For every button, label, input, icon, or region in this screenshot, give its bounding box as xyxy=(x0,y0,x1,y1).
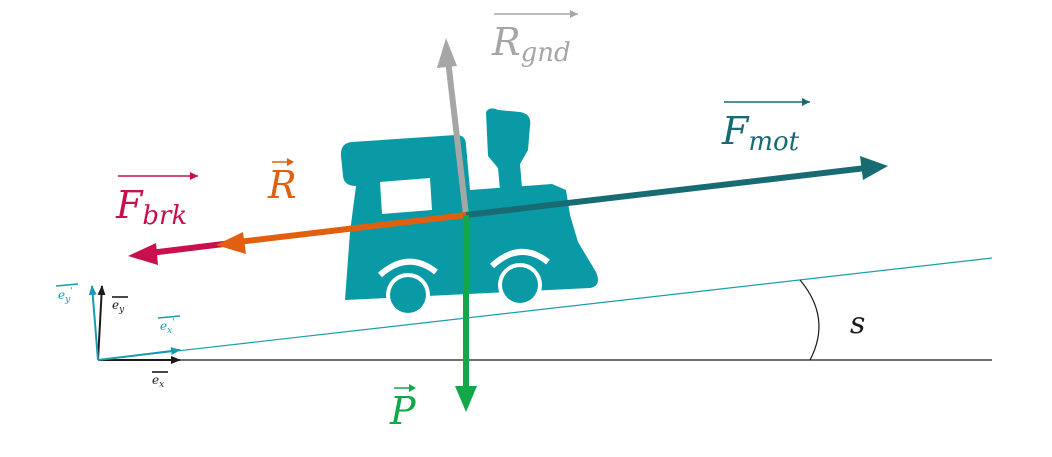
p-label: P xyxy=(389,384,417,433)
svg-text:ey: ey xyxy=(112,298,125,315)
svg-text:ey': ey' xyxy=(58,287,73,305)
ey-vector xyxy=(97,285,106,361)
svg-text:Fmot: Fmot xyxy=(721,109,800,157)
f-brk-label: Fbrk xyxy=(115,172,198,231)
ground-basis: ex ey ex' ey' xyxy=(55,283,181,390)
ey-prime-label: ey' xyxy=(55,283,79,305)
svg-text:ex': ex' xyxy=(160,318,175,336)
svg-text:Rgnd: Rgnd xyxy=(491,20,571,68)
svg-text:Fbrk: Fbrk xyxy=(115,183,187,231)
ex-label: ex xyxy=(152,371,168,390)
svg-text:ex: ex xyxy=(152,373,164,390)
ey-prime-vector xyxy=(88,285,99,361)
f-mot-label: Fmot xyxy=(721,98,810,157)
r-vector xyxy=(216,212,467,254)
ex-prime-vector xyxy=(97,347,181,361)
svg-text:R: R xyxy=(267,163,297,207)
r-gnd-vector xyxy=(437,38,469,216)
r-label: R xyxy=(267,158,297,207)
svg-text:P: P xyxy=(389,389,417,433)
ex-prime-label: ex' xyxy=(157,315,181,336)
r-gnd-label: Rgnd xyxy=(491,10,578,68)
ey-label: ey xyxy=(112,296,128,315)
f-mot-vector xyxy=(465,156,888,218)
p-vector xyxy=(455,215,477,412)
slope-line xyxy=(97,257,993,361)
slope-angle-label: s xyxy=(850,306,865,341)
slope-angle-arc xyxy=(799,279,820,361)
